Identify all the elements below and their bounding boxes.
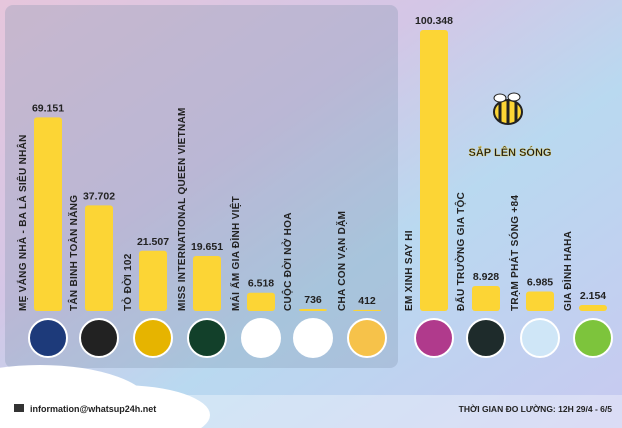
bar (579, 304, 607, 311)
bar (353, 309, 381, 311)
bar (247, 292, 275, 311)
show-logo (414, 318, 454, 358)
value-label: 2.154 (580, 290, 606, 302)
value-label: 6.518 (248, 278, 274, 290)
category-label: MÁI ẤM GIA ĐÌNH VIỆT (229, 196, 242, 311)
show-logo (573, 318, 613, 358)
value-label: 736 (304, 294, 322, 306)
category-label: TÂN BINH TOÀN NĂNG (67, 195, 80, 311)
footer-band (0, 395, 622, 428)
footer-right: THỜI GIAN ĐO LƯỜNG: 12H 29/4 - 6/5 (459, 403, 613, 414)
show-logo (28, 318, 68, 358)
value-label: 37.702 (83, 190, 115, 202)
category-label: MISS INTERNATIONAL QUEEN VIETNAM (177, 107, 188, 311)
value-label: 21.507 (137, 236, 169, 248)
category-label: TRẠM PHÁT SÓNG +84 (508, 195, 521, 311)
mail-icon (14, 404, 24, 412)
category-label: TỎ ĐỜI 102 (121, 253, 134, 311)
category-label: ĐẤU TRƯỜNG GIA TỘC (454, 192, 467, 311)
value-label: 6.985 (527, 276, 553, 288)
value-label: 412 (358, 295, 376, 307)
show-logo (79, 318, 119, 358)
bar (420, 30, 448, 311)
bar (139, 250, 167, 311)
show-logo (293, 318, 333, 358)
bar (299, 308, 327, 311)
value-label: 100.348 (415, 15, 453, 27)
show-logo (241, 318, 281, 358)
category-label: CHA CON VẠN DẶM (335, 211, 348, 311)
category-label: MẸ VẮNG NHÀ - BA LÀ SIÊU NHÂN (16, 134, 29, 311)
value-label: 8.928 (473, 271, 499, 283)
category-label: GIA ĐÌNH HAHA (561, 231, 574, 311)
bar (193, 255, 221, 311)
show-logo (347, 318, 387, 358)
bar (472, 285, 500, 311)
bee (493, 92, 523, 125)
show-logo (133, 318, 173, 358)
value-label: 19.651 (191, 241, 223, 253)
bar (34, 117, 62, 311)
show-logo (187, 318, 227, 358)
cloud (30, 385, 210, 428)
category-label: EM XINH SAY HI (404, 230, 415, 311)
footer-left: information@whatsup24h.net (30, 404, 156, 414)
value-label: 69.151 (32, 102, 64, 114)
bar (526, 291, 554, 311)
category-label: CUỘC ĐỜI NỞ HOA (281, 212, 294, 311)
bar (85, 205, 113, 311)
show-logo (466, 318, 506, 358)
show-logo (520, 318, 560, 358)
panel (5, 5, 398, 368)
annotation: SẮP LÊN SÓNG (469, 146, 552, 159)
